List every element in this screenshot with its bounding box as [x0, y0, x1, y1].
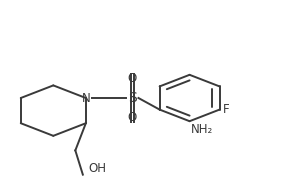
- Text: F: F: [222, 103, 229, 116]
- Text: S: S: [128, 91, 137, 105]
- Text: O: O: [128, 72, 137, 85]
- Text: N: N: [81, 91, 90, 105]
- Text: O: O: [128, 111, 137, 124]
- Text: OH: OH: [88, 162, 106, 175]
- Text: NH₂: NH₂: [191, 123, 213, 136]
